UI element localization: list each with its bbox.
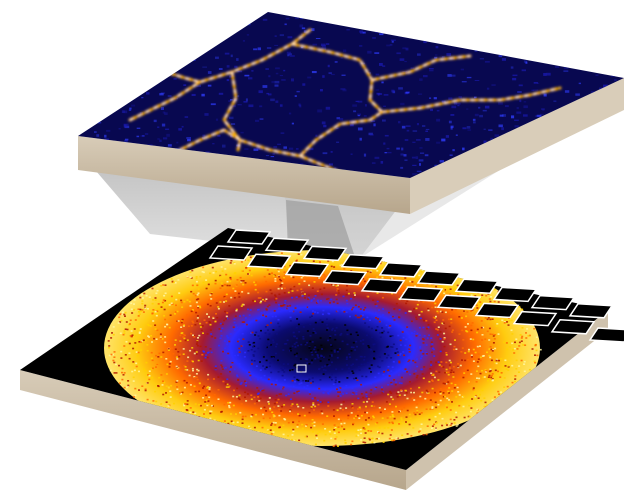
center-marker: [296, 364, 307, 373]
grid-cell: [284, 261, 330, 278]
grid-cell: [302, 245, 348, 262]
top-layer: [78, 12, 624, 214]
base-layer: [20, 228, 624, 490]
grid-cell: [208, 245, 254, 261]
grid-cell: [512, 310, 558, 327]
grid-cell: [378, 262, 424, 278]
grid-cell: [226, 229, 272, 245]
grid-cell: [246, 253, 292, 269]
grid-cells: [208, 229, 624, 343]
network-boundaries: [128, 28, 562, 178]
grid-cell: [398, 286, 444, 302]
grid-cell: [454, 278, 500, 294]
grid-cell: [530, 294, 576, 311]
grid-cell: [474, 302, 520, 319]
grid-cell: [568, 303, 614, 319]
grid-cell: [492, 286, 538, 303]
grid-cell: [360, 278, 406, 294]
grid-cell: [550, 319, 596, 335]
grid-cell: [588, 327, 624, 343]
grid-cell: [322, 269, 368, 286]
grid-cell: [264, 237, 310, 253]
grid-cell: [436, 294, 482, 310]
grid-cell: [416, 270, 462, 286]
grid-cell: [340, 253, 386, 270]
